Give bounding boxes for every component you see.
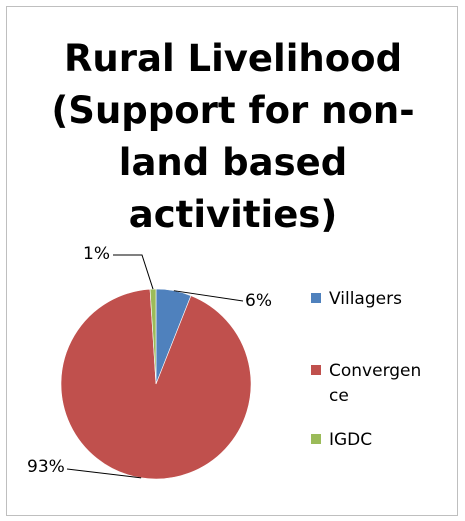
chart-title: Rural Livelihood (Support for non- land …: [51, 37, 414, 236]
legend-label-convergence-line-1: Convergen: [329, 361, 421, 381]
legend-label-villagers: Villagers: [329, 289, 402, 309]
legend-swatch-convergence: [311, 365, 321, 375]
pie-slices: [60, 288, 252, 480]
data-label-villagers: 6%: [245, 291, 272, 311]
data-label-convergence: 93%: [27, 457, 65, 477]
chart-title-line-3: land based: [119, 141, 347, 184]
legend: Villagers Convergen ce IGDC: [311, 289, 421, 450]
data-label-igdc: 1%: [83, 244, 110, 264]
leader-line-convergence: [66, 468, 142, 479]
chart-title-line-1: Rural Livelihood: [64, 37, 402, 80]
legend-swatch-villagers: [311, 293, 321, 303]
pie-slice-convergence: [60, 288, 252, 480]
leader-line-igdc: [113, 254, 154, 290]
leader-line-villagers: [173, 290, 244, 302]
legend-label-convergence-line-2: ce: [329, 386, 349, 406]
chart-title-line-2: (Support for non-: [51, 89, 414, 132]
data-labels: 6% 93% 1%: [27, 244, 272, 477]
leader-lines: [66, 254, 244, 479]
pie-chart: Rural Livelihood (Support for non- land …: [27, 37, 421, 480]
legend-label-igdc: IGDC: [329, 430, 372, 450]
chart-frame: Rural Livelihood (Support for non- land …: [6, 6, 458, 516]
chart-title-line-4: activities): [129, 193, 337, 236]
legend-swatch-igdc: [311, 434, 321, 444]
